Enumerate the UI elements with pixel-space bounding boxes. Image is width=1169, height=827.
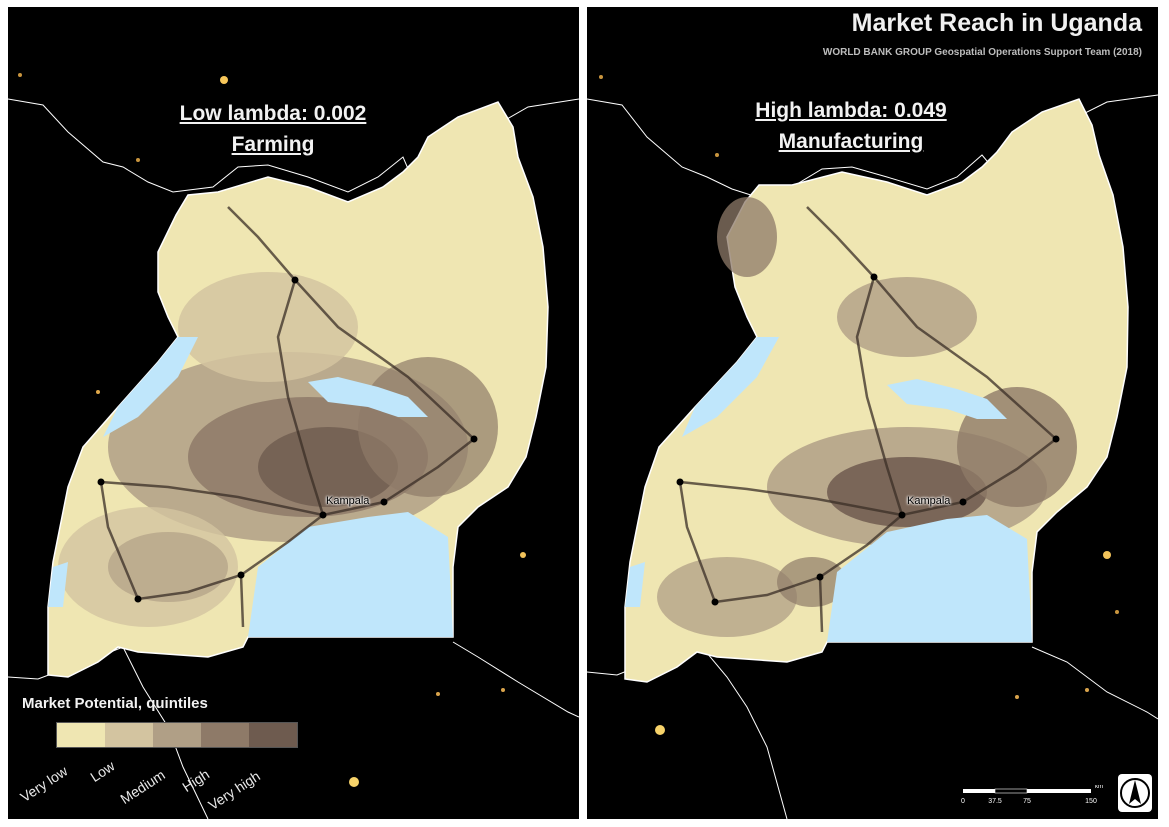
legend-swatch-low bbox=[105, 723, 153, 747]
map-title: Market Reach in Uganda bbox=[851, 9, 1142, 37]
lakes bbox=[48, 337, 453, 637]
legend-swatch-high bbox=[201, 723, 249, 747]
map-subtitle: WORLD BANK GROUP Geospatial Operations S… bbox=[822, 47, 1142, 58]
legend-swatch-medium bbox=[153, 723, 201, 747]
north-arrow-icon bbox=[1118, 774, 1152, 812]
legend-swatch-very-low bbox=[57, 723, 105, 747]
lambda-value-text: High lambda: 0.049 bbox=[755, 99, 947, 122]
night-lights bbox=[599, 75, 1119, 735]
town-markers bbox=[676, 273, 1060, 606]
legend-swatches bbox=[56, 722, 298, 748]
legend-title: Market Potential, quintiles bbox=[22, 695, 208, 712]
lambda-value-text: Low lambda: 0.002 bbox=[179, 102, 367, 125]
scale-bar: 0 37.5 75 150 km bbox=[961, 785, 1103, 805]
lambda-annotation-high: High lambda: 0.049 Manufacturing bbox=[733, 93, 969, 161]
scale-bar-segment bbox=[1027, 789, 1091, 793]
legend-swatch-very-high bbox=[249, 723, 297, 747]
scale-unit: km bbox=[1095, 785, 1103, 790]
scale-bar-segment bbox=[963, 789, 995, 793]
map-panel-high-lambda: Market Reach in Uganda WORLD BANK GROUP … bbox=[587, 7, 1158, 819]
scale-bar-segment bbox=[994, 788, 1028, 794]
city-label-kampala: Kampala bbox=[326, 495, 370, 507]
scale-tick-150: 150 bbox=[1085, 798, 1097, 805]
uganda-map-low-lambda bbox=[8, 73, 579, 819]
scale-tick-0: 0 bbox=[961, 798, 965, 805]
night-lights bbox=[18, 73, 526, 787]
map-panel-low-lambda: Low lambda: 0.002 Farming Kampala Market… bbox=[8, 7, 579, 819]
lambda-annotation-low: Low lambda: 0.002 Farming bbox=[153, 96, 393, 164]
uganda-map-high-lambda bbox=[587, 75, 1158, 819]
sector-text: Manufacturing bbox=[778, 130, 924, 153]
city-label-kampala: Kampala bbox=[907, 495, 951, 507]
scale-tick-75: 75 bbox=[1023, 798, 1031, 805]
lakes bbox=[625, 337, 1032, 642]
scale-tick-37-5: 37.5 bbox=[988, 798, 1002, 805]
sector-text: Farming bbox=[231, 133, 315, 156]
town-markers bbox=[97, 276, 478, 603]
